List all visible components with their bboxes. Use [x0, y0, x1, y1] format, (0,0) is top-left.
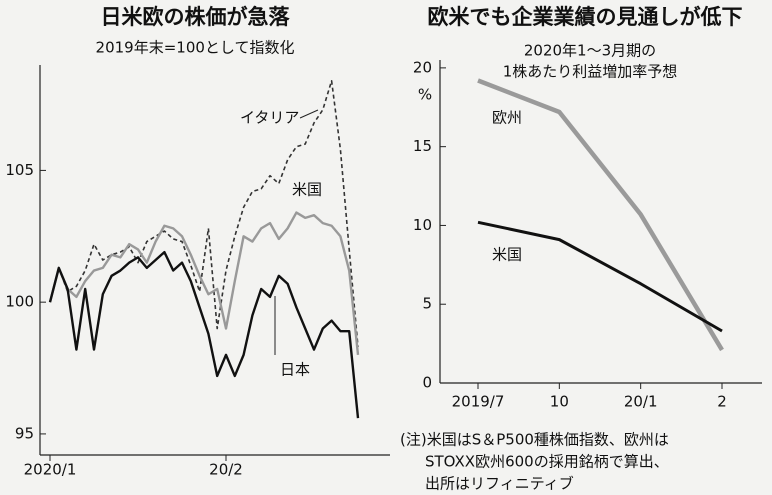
y-unit: % [418, 86, 432, 104]
series-line [48, 211, 360, 355]
y-tick-label: 10 [413, 216, 432, 234]
series-line [48, 250, 360, 419]
y-tick-label: 20 [413, 58, 432, 76]
series-label: 米国 [292, 181, 322, 199]
y-tick-label: 0 [422, 374, 432, 392]
right-title: 欧米でも企業業績の見通しが低下 [428, 5, 743, 29]
y-tick-label: 95 [15, 424, 34, 442]
series-label: 米国 [492, 246, 522, 264]
right-subtitle: 1株あたり利益増加率予想 [503, 63, 678, 81]
x-tick-label: 2020/1 [24, 461, 77, 479]
series-label: 欧州 [492, 109, 522, 127]
note: 出所はリフィニティブ [425, 475, 574, 493]
y-tick-label: 15 [413, 137, 432, 155]
note: (注)米国はS＆P500種株価指数、欧州は [400, 431, 669, 449]
x-tick-label: 10 [550, 393, 569, 411]
x-tick-label: 2 [717, 393, 727, 411]
series-line [49, 80, 359, 348]
series-label: 日本 [280, 361, 310, 379]
series-label: イタリア [240, 109, 299, 127]
x-tick-label: 20/1 [624, 393, 658, 411]
series-line [477, 220, 723, 333]
series-line [477, 78, 724, 352]
right-subtitle: 2020年1～3月期の [524, 42, 656, 60]
leader-line [299, 109, 319, 119]
y-tick-label: 5 [422, 295, 432, 313]
x-tick-label: 20/2 [209, 461, 243, 479]
left-title: 日米欧の株価が急落 [101, 5, 291, 29]
y-tick-label: 105 [5, 161, 34, 179]
note: STOXX欧州600の採用銘柄で算出、 [425, 453, 669, 471]
left-subtitle: 2019年末=100として指数化 [96, 39, 295, 57]
y-tick-label: 100 [5, 293, 34, 311]
x-tick-label: 2019/7 [452, 393, 505, 411]
